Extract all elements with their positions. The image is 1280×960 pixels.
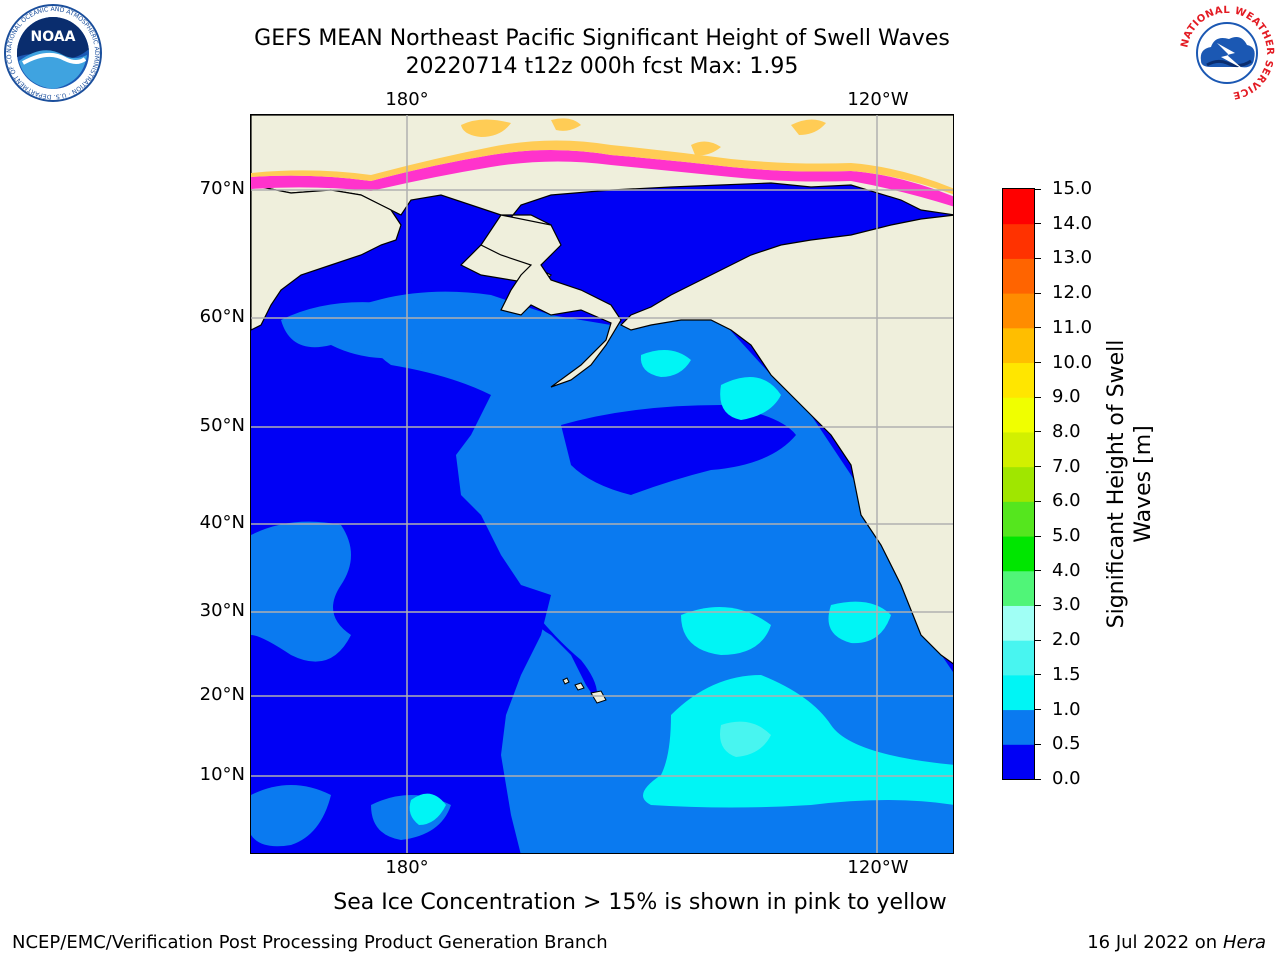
colorbar-tick-mark [1035, 743, 1041, 745]
ocean-1.0-1.5-central [681, 607, 771, 655]
colorbar-tick-mark [1035, 674, 1041, 676]
lon-label-bottom-180: 180° [385, 857, 429, 878]
map-subtitle: 20220714 t12z 000h fcst Max: 1.95 [405, 54, 799, 79]
map-canvas [251, 115, 953, 853]
sea-ice-band [251, 150, 953, 207]
colorbar [1002, 188, 1035, 780]
nws-logo: NATIONAL WEATHER SERVICE [1179, 5, 1275, 101]
sea-ice-patches [461, 118, 826, 156]
lat-label-50n: 50°N [199, 415, 245, 436]
colorbar-tick-mark [1035, 257, 1041, 259]
colorbar-tick-label: 13.0 [1052, 247, 1093, 269]
colorbar-swatch [1003, 327, 1034, 364]
colorbar-title-line2: Waves [m] [1131, 425, 1156, 543]
colorbar-swatch [1003, 536, 1034, 572]
colorbar-tick-mark [1035, 500, 1041, 502]
colorbar-tick-label: 9.0 [1052, 386, 1081, 408]
colorbar-swatch [1003, 258, 1034, 294]
lat-label-60n: 60°N [199, 306, 245, 327]
land-alaska [480, 214, 622, 388]
ocean-0.5-1.0-west [251, 521, 351, 662]
ocean-1.5-2.0 [720, 721, 771, 757]
colorbar-tick-label: 1.0 [1052, 698, 1081, 720]
colorbar-tick-mark [1035, 535, 1041, 537]
colorbar-tick-label: 3.0 [1052, 594, 1081, 616]
colorbar-title-line1: Significant Height of Swell [1104, 339, 1129, 629]
colorbar-swatch [1003, 431, 1034, 468]
colorbar-tick-mark [1035, 709, 1041, 711]
colorbar-tick-label: 8.0 [1052, 420, 1081, 442]
colorbar-swatch [1003, 744, 1034, 779]
colorbar-swatch [1003, 501, 1034, 537]
colorbar-tick-mark [1035, 639, 1041, 641]
colorbar-swatch [1003, 293, 1034, 329]
colorbar-tick-label: 6.0 [1052, 490, 1081, 512]
colorbar-swatch [1003, 605, 1034, 641]
lat-label-70n: 70°N [199, 178, 245, 199]
colorbar-tick-label: 15.0 [1052, 178, 1093, 199]
ocean-0.5-1.0-sw [251, 785, 331, 847]
colorbar-tick-label: 10.0 [1052, 351, 1093, 373]
lat-label-10n: 10°N [199, 764, 245, 785]
ocean-0-0.5-hawaii [521, 595, 597, 700]
colorbar-swatch [1003, 674, 1034, 711]
colorbar-tick-mark [1035, 362, 1041, 364]
lat-label-20n: 20°N [199, 684, 245, 705]
colorbar-tick-label: 1.5 [1052, 663, 1081, 685]
lat-label-40n: 40°N [199, 512, 245, 533]
ocean-1.0-1.5-south [643, 675, 953, 808]
ocean-0.5-1.0-nw [281, 302, 428, 359]
colorbar-tick-mark [1035, 223, 1041, 225]
colorbar-swatch [1003, 189, 1034, 225]
graticule [251, 115, 953, 853]
footer-credit: NCEP/EMC/Verification Post Processing Pr… [12, 932, 608, 953]
ocean-1.0-1.5-ne [720, 377, 781, 420]
colorbar-swatch [1003, 570, 1034, 606]
colorbar-tick-mark [1035, 292, 1041, 294]
footer-date-text: 16 Jul 2022 on [1087, 932, 1223, 953]
noaa-logo-text: NOAA [31, 29, 76, 45]
map-panel [250, 114, 954, 854]
ocean-1.0-1.5-sw [409, 793, 446, 825]
colorbar-swatch [1003, 640, 1034, 676]
colorbar-tick-label: 0.0 [1052, 768, 1081, 789]
colorbar-tick-label: 2.0 [1052, 629, 1081, 651]
colorbar-tick-mark [1035, 188, 1041, 190]
colorbar-tick-label: 14.0 [1052, 212, 1093, 234]
colorbar-tick-label: 4.0 [1052, 559, 1081, 581]
colorbar-tick-mark [1035, 778, 1041, 780]
colorbar-tick-label: 12.0 [1052, 282, 1093, 304]
lon-label-bottom-120w: 120°W [847, 857, 909, 878]
colorbar-tick-label: 11.0 [1052, 316, 1093, 338]
colorbar-swatch [1003, 397, 1034, 433]
colorbar-tick-label: 0.5 [1052, 733, 1081, 755]
sea-ice-band-high [251, 140, 953, 195]
colorbar-tick-mark [1035, 327, 1041, 329]
noaa-logo: NATIONAL OCEANIC AND ATMOSPHERIC ADMINIS… [3, 3, 102, 102]
colorbar-swatch [1003, 466, 1034, 502]
lat-label-30n: 30°N [199, 600, 245, 621]
map-title: GEFS MEAN Northeast Pacific Significant … [254, 26, 950, 51]
colorbar-swatches [1003, 189, 1034, 779]
ocean-1.0-1.5-nw2 [640, 350, 691, 377]
footer-host: Hera [1222, 932, 1266, 953]
lon-label-top-120w: 120°W [847, 89, 909, 110]
colorbar-swatch [1003, 362, 1034, 398]
footer-date: 16 Jul 2022 on Hera [1087, 932, 1266, 953]
colorbar-tick-mark [1035, 604, 1041, 606]
colorbar-tick-mark [1035, 570, 1041, 572]
land-siberia [251, 184, 402, 331]
colorbar-tick-mark [1035, 396, 1041, 398]
lon-label-top-180: 180° [385, 89, 429, 110]
colorbar-swatch [1003, 709, 1034, 745]
colorbar-tick-mark [1035, 466, 1041, 468]
sea-ice-note: Sea Ice Concentration > 15% is shown in … [333, 890, 947, 915]
colorbar-title: Significant Height of Swell Waves [m] [1100, 188, 1160, 780]
colorbar-tick-label: 7.0 [1052, 455, 1081, 477]
colorbar-tick-mark [1035, 431, 1041, 433]
colorbar-swatch [1003, 223, 1034, 259]
colorbar-tick-label: 5.0 [1052, 525, 1081, 547]
